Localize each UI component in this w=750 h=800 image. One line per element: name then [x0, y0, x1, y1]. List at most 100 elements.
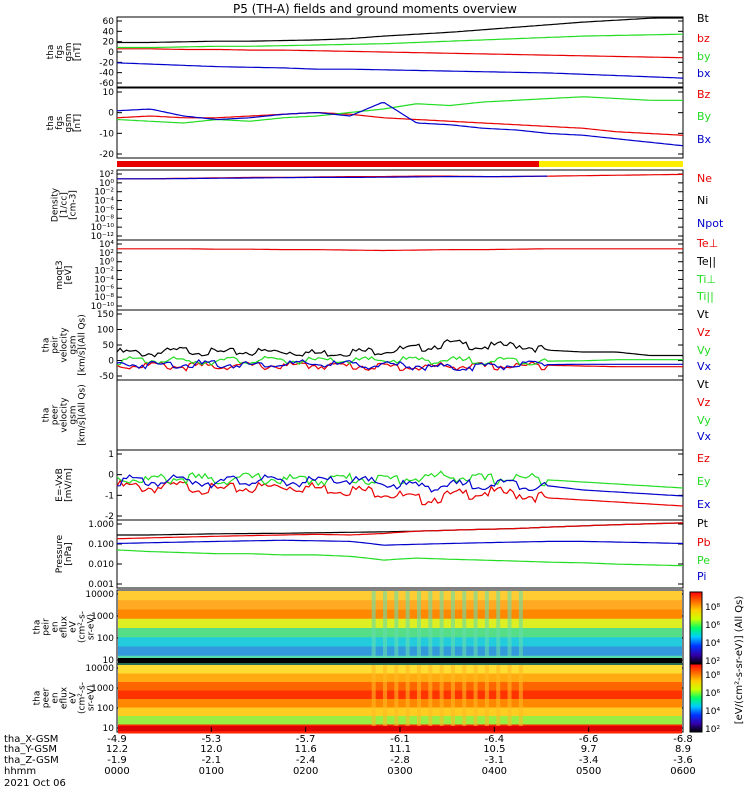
series-line-Ex — [116, 474, 684, 497]
heatmap-band — [118, 673, 682, 683]
series-line-Pe — [116, 549, 684, 567]
legend-entry: Ey — [697, 475, 711, 488]
x-axis-value: -6.1 — [390, 734, 410, 745]
x-axis-value: 0600 — [670, 766, 695, 777]
x-axis-value: 0200 — [293, 766, 318, 777]
y-tick-label: 0 — [108, 109, 114, 119]
x-axis-value: -5.3 — [202, 734, 222, 745]
series-line-Te⊥ — [117, 248, 683, 252]
y-tick-label: -20 — [99, 150, 114, 160]
heatmap-base — [118, 658, 682, 663]
y-axis-label: fgs — [55, 45, 65, 59]
panel-frame — [116, 519, 684, 589]
legend-entry: Bx — [697, 133, 712, 146]
y-tick-label: 100 — [97, 634, 114, 644]
colorbar-tick: 10⁶ — [705, 689, 720, 699]
y-axis-label: [km/s](All Qs) — [78, 384, 88, 446]
y-tick-label: 1000 — [91, 684, 114, 694]
y-axis-label: moqt3 — [55, 260, 65, 289]
series-line-Bz — [116, 112, 684, 136]
y-axis-label: peir — [51, 336, 61, 354]
panel-9: tha peir en eflux eV (cm²-s-sr-eV) 10000 1000 10… — [33, 589, 684, 666]
heatmap-band — [118, 628, 682, 638]
heatmap-dip — [450, 591, 455, 663]
y-axis-label: sr-eV) — [87, 685, 97, 711]
y-axis-label: en — [51, 621, 61, 632]
colorbar-tick: 10⁶ — [705, 621, 720, 631]
heatmap-band — [118, 600, 682, 610]
series-line-Pb — [116, 522, 684, 540]
x-axis-value: 12.0 — [200, 744, 222, 755]
status-bar-red — [117, 161, 539, 167]
y-tick-label: 1000 — [91, 612, 114, 622]
series-line-Bx — [116, 101, 684, 147]
y-tick-label: 10 — [103, 724, 115, 734]
y-tick-label: 60 — [103, 17, 115, 27]
legend-entry: Ez — [697, 452, 710, 465]
heatmap-dip — [484, 591, 489, 663]
colorbar-tick: 10² — [705, 725, 720, 735]
panel-3: Density [1/cc] [cm-3]10²10⁰10⁻²10⁻⁴10⁻⁶10⁻… — [51, 169, 724, 242]
y-axis-label: gsm — [69, 335, 79, 354]
y-tick-label: 10⁻⁴ — [94, 275, 114, 285]
series-line-Vx — [116, 358, 683, 372]
x-axis-value: 0100 — [199, 766, 224, 777]
x-axis-value: -5.7 — [296, 734, 316, 745]
y-tick-label: 10000 — [85, 664, 114, 674]
heatmap-band — [118, 699, 682, 708]
y-axis-label: eflux — [60, 615, 70, 638]
x-axis-value: -6.6 — [579, 734, 599, 745]
y-axis-label: [nT] — [73, 114, 83, 132]
heatmap-dip — [383, 665, 388, 731]
y-axis-label: peer — [42, 687, 52, 708]
heatmap-dip — [462, 665, 467, 731]
panel-frame — [116, 449, 684, 521]
heatmap-band — [118, 716, 682, 725]
heatmap-dip — [507, 591, 512, 663]
heatmap-band — [118, 618, 682, 629]
heatmap-band — [118, 637, 682, 647]
x-axis-row-label: tha_Y-GSM — [4, 744, 57, 755]
legend-entry: Vy — [697, 344, 711, 357]
heatmap-dip — [496, 591, 501, 663]
y-tick-label: 10⁻⁸ — [94, 293, 114, 303]
y-tick-label: 10⁴ — [99, 240, 114, 250]
heatmap-dip — [507, 665, 512, 731]
y-tick-label: 10⁻⁶ — [94, 205, 114, 215]
y-axis-label: en — [51, 692, 61, 703]
y-axis-label: eV — [69, 691, 79, 704]
legend-entry: Bt — [697, 12, 710, 25]
heatmap-dip — [518, 665, 523, 731]
x-axis-value: 0000 — [104, 766, 129, 777]
legend-entry: bx — [697, 67, 711, 80]
colorbar-tick: 10⁸ — [705, 603, 720, 613]
y-axis-label: tha — [46, 45, 56, 60]
heatmap-dip — [462, 591, 467, 663]
legend-entry: Vt — [697, 308, 710, 321]
panel-5: tha peir velocity gsm [km/s](All Qs) 150 100 50… — [42, 308, 712, 382]
y-axis-label: eV — [69, 620, 79, 633]
series-line-By — [116, 96, 683, 124]
x-axis-value: -2.8 — [390, 755, 410, 766]
x-axis-value: -6.8 — [673, 734, 693, 745]
series-line-Ey — [116, 470, 684, 489]
colorbar-tick: 10² — [705, 657, 720, 667]
y-tick-label: 0 — [108, 471, 114, 481]
panel-6: tha peer velocity gsm [km/s](All Qs) Vt Vz Vy Vx — [42, 378, 712, 451]
legend-entry: Vz — [697, 326, 711, 339]
heatmap-dip — [428, 665, 433, 731]
y-tick-label: 0.010 — [88, 560, 114, 570]
y-tick-label: 10⁻² — [94, 267, 114, 277]
legend-entry: Te|| — [696, 255, 716, 268]
panel-frame — [116, 379, 684, 451]
x-axis-value: 0400 — [482, 766, 507, 777]
legend-entry: Vt — [697, 378, 710, 391]
colorbar-tick: 10⁴ — [705, 707, 720, 717]
series-line-by — [117, 33, 683, 49]
y-axis-label: tha — [33, 691, 43, 706]
x-axis-value: 11.6 — [295, 744, 317, 755]
y-axis-label: gsm — [64, 42, 74, 61]
y-tick-label: 10 — [103, 88, 115, 98]
legend-entry: Ex — [697, 498, 711, 511]
status-bar-yellow — [539, 161, 683, 167]
